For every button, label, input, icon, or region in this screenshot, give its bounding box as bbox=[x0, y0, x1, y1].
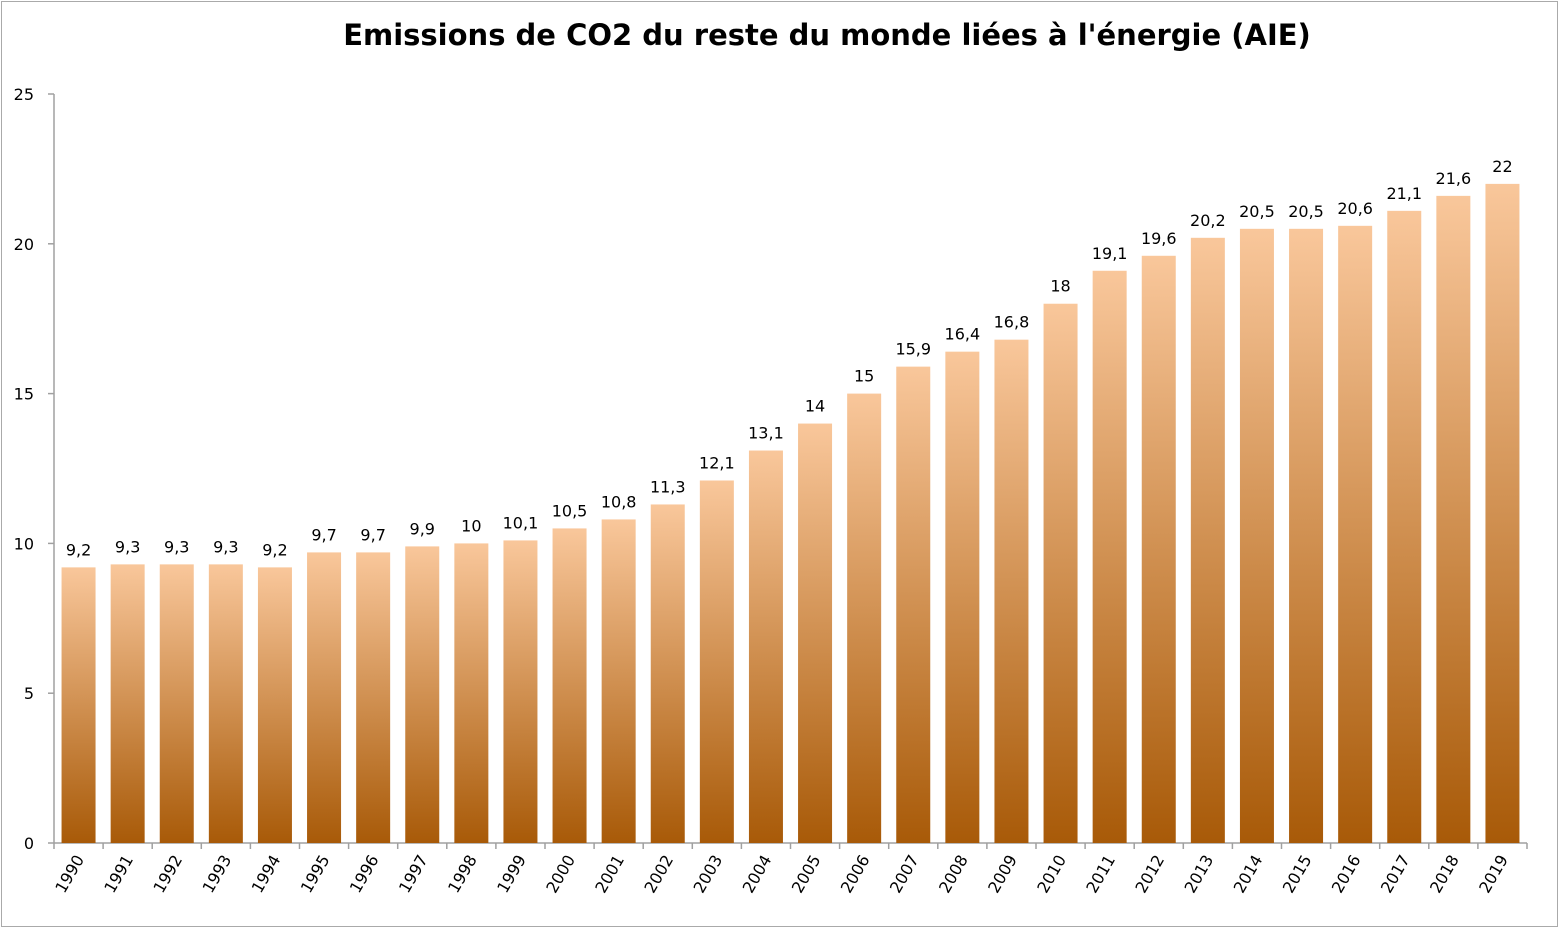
bar-2005 bbox=[798, 423, 833, 843]
bar-2013 bbox=[1190, 237, 1225, 844]
data-label: 9,7 bbox=[360, 525, 385, 544]
x-tick-label: 2017 bbox=[1377, 852, 1414, 897]
data-label: 21,6 bbox=[1436, 169, 1472, 188]
data-label: 9,3 bbox=[164, 537, 189, 556]
x-tick-label: 2014 bbox=[1230, 852, 1267, 897]
y-tick-label: 10 bbox=[14, 534, 34, 553]
data-label: 9,2 bbox=[262, 540, 287, 559]
data-label: 9,3 bbox=[213, 537, 238, 556]
x-tick-label: 2018 bbox=[1426, 852, 1463, 897]
data-label: 15 bbox=[854, 367, 874, 386]
x-tick-label: 1990 bbox=[51, 852, 88, 897]
data-label: 19,1 bbox=[1092, 244, 1128, 263]
bar-1991 bbox=[110, 564, 145, 843]
bar-2007 bbox=[896, 366, 931, 843]
x-tick-label: 1992 bbox=[149, 852, 186, 897]
bar-2004 bbox=[748, 450, 783, 843]
x-tick-label: 2001 bbox=[591, 852, 628, 897]
data-label: 21,1 bbox=[1386, 184, 1422, 203]
data-label: 9,3 bbox=[115, 537, 140, 556]
data-label: 10,8 bbox=[601, 492, 637, 511]
chart-title: Emissions de CO2 du reste du monde liées… bbox=[343, 18, 1311, 52]
bar-2000 bbox=[552, 528, 587, 843]
bar-2008 bbox=[945, 351, 980, 843]
bar-1996 bbox=[356, 552, 391, 843]
x-tick-label: 1994 bbox=[248, 852, 285, 897]
x-tick-label: 2008 bbox=[935, 852, 972, 897]
data-label: 10 bbox=[461, 516, 481, 535]
data-label: 20,6 bbox=[1337, 199, 1373, 218]
bar-2003 bbox=[699, 480, 734, 843]
x-tick-label: 2000 bbox=[542, 852, 579, 897]
x-tick-label: 2012 bbox=[1131, 852, 1168, 897]
data-label: 11,3 bbox=[650, 477, 686, 496]
bar-2010 bbox=[1043, 303, 1078, 844]
bar-2017 bbox=[1387, 210, 1422, 843]
bar-2014 bbox=[1239, 228, 1274, 843]
x-tick-label: 2015 bbox=[1279, 852, 1316, 897]
bar-1994 bbox=[257, 567, 292, 843]
data-label: 13,1 bbox=[748, 424, 784, 443]
data-label: 20,5 bbox=[1239, 202, 1275, 221]
x-tick-label: 2003 bbox=[690, 852, 727, 897]
data-label: 9,2 bbox=[66, 540, 91, 559]
bar-1999 bbox=[503, 540, 538, 843]
data-label: 10,1 bbox=[503, 513, 539, 532]
y-tick-label: 15 bbox=[14, 385, 34, 404]
x-tick-label: 2013 bbox=[1181, 852, 1218, 897]
bar-2018 bbox=[1436, 195, 1471, 843]
bar-2011 bbox=[1092, 270, 1127, 843]
x-tick-label: 2009 bbox=[984, 852, 1021, 897]
x-tick-label: 2005 bbox=[788, 852, 825, 897]
y-tick-label: 25 bbox=[14, 85, 34, 104]
x-tick-label: 2002 bbox=[640, 852, 677, 897]
x-tick-label: 1991 bbox=[100, 852, 137, 897]
data-label: 14 bbox=[805, 397, 825, 416]
data-label: 18 bbox=[1050, 277, 1070, 296]
x-tick-label: 1993 bbox=[199, 852, 236, 897]
x-tick-label: 2006 bbox=[837, 852, 874, 897]
data-label: 10,5 bbox=[552, 501, 588, 520]
x-tick-label: 1996 bbox=[346, 852, 383, 897]
x-tick-label: 1999 bbox=[493, 852, 530, 897]
y-tick-label: 20 bbox=[14, 235, 34, 254]
data-label: 20,2 bbox=[1190, 211, 1226, 230]
x-tick-label: 2016 bbox=[1328, 852, 1365, 897]
bar-2015 bbox=[1289, 228, 1324, 843]
x-tick-label: 1997 bbox=[395, 852, 432, 897]
bar-1992 bbox=[159, 564, 194, 843]
x-tick-label: 1998 bbox=[444, 852, 481, 897]
bar-1993 bbox=[208, 564, 243, 843]
bar-2016 bbox=[1338, 225, 1373, 844]
data-label: 20,5 bbox=[1288, 202, 1324, 221]
y-tick-label: 5 bbox=[24, 684, 34, 703]
x-tick-label: 2007 bbox=[886, 852, 923, 897]
data-label: 9,9 bbox=[410, 519, 435, 538]
data-label: 16,8 bbox=[994, 313, 1030, 332]
bar-2002 bbox=[650, 504, 685, 843]
bar-2012 bbox=[1141, 255, 1176, 843]
x-tick-label: 2011 bbox=[1082, 852, 1119, 897]
bar-1998 bbox=[454, 543, 489, 843]
bar-1997 bbox=[405, 546, 440, 843]
data-label: 22 bbox=[1492, 157, 1512, 176]
x-tick-label: 2019 bbox=[1475, 852, 1512, 897]
data-label: 9,7 bbox=[311, 525, 336, 544]
bar-2019 bbox=[1485, 183, 1520, 843]
bar-2009 bbox=[994, 339, 1029, 843]
bar-1995 bbox=[307, 552, 342, 843]
bar-1990 bbox=[61, 567, 96, 843]
x-tick-label: 2010 bbox=[1033, 852, 1070, 897]
data-label: 12,1 bbox=[699, 453, 735, 472]
x-tick-label: 2004 bbox=[739, 852, 776, 897]
data-label: 19,6 bbox=[1141, 229, 1177, 248]
x-tick-label: 1995 bbox=[297, 852, 334, 897]
bar-2001 bbox=[601, 519, 636, 843]
data-label: 15,9 bbox=[895, 340, 931, 359]
bar-2006 bbox=[847, 393, 882, 843]
y-tick-label: 0 bbox=[24, 834, 34, 853]
data-label: 16,4 bbox=[945, 325, 981, 344]
